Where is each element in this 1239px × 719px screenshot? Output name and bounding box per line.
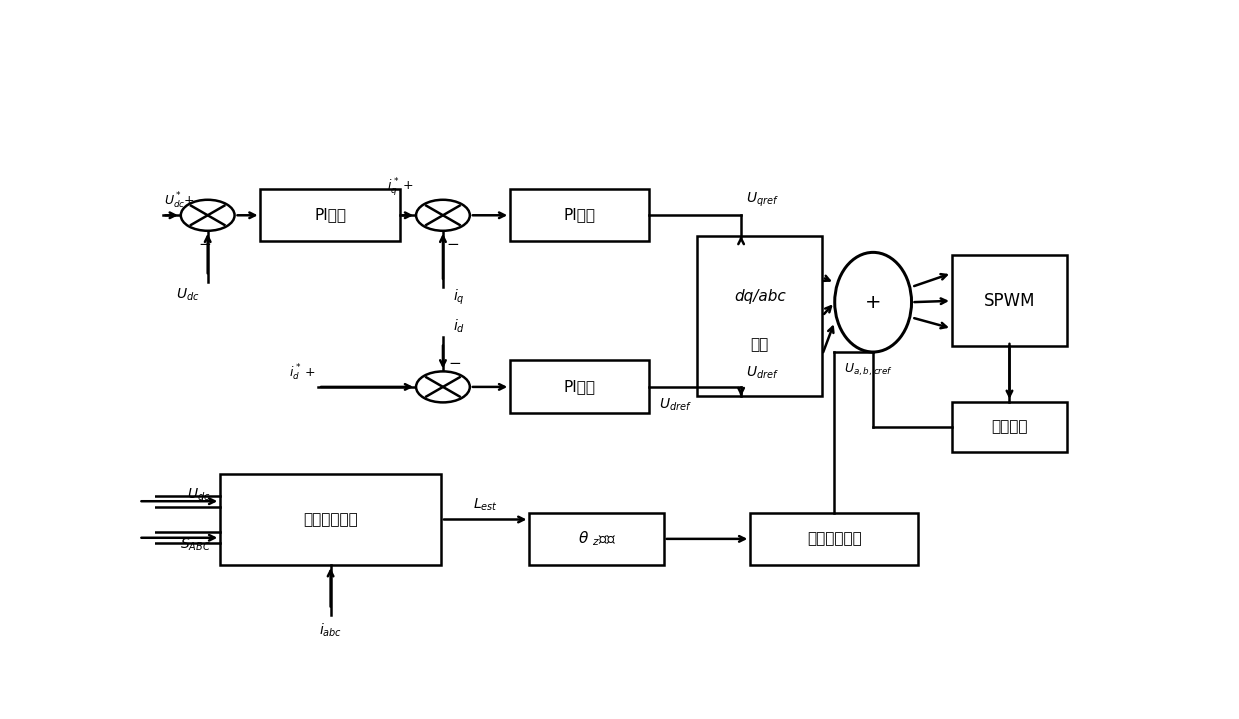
Text: SPWM: SPWM bbox=[984, 292, 1036, 310]
Text: 三相补偿电压: 三相补偿电压 bbox=[807, 531, 861, 546]
Text: $i_q^*+$: $i_q^*+$ bbox=[387, 176, 413, 198]
Bar bbox=[698, 236, 823, 396]
Text: $-$: $-$ bbox=[446, 234, 458, 249]
Bar bbox=[510, 188, 649, 242]
Text: $U_{qref}$: $U_{qref}$ bbox=[746, 191, 779, 209]
Text: $U_{a,b,cref}$: $U_{a,b,cref}$ bbox=[844, 362, 893, 378]
Bar bbox=[529, 513, 664, 565]
Text: $U_{dc}^*$+: $U_{dc}^*$+ bbox=[165, 191, 196, 211]
Text: 变换: 变换 bbox=[751, 337, 769, 352]
Bar bbox=[221, 474, 441, 565]
Text: $i_{abc}$: $i_{abc}$ bbox=[318, 622, 342, 639]
Circle shape bbox=[416, 200, 470, 231]
Text: $S_{ABC}$: $S_{ABC}$ bbox=[180, 536, 211, 553]
Text: PI调节: PI调节 bbox=[564, 208, 596, 222]
Text: $U_{dc}$: $U_{dc}$ bbox=[187, 486, 211, 503]
Text: $-$: $-$ bbox=[198, 234, 212, 249]
Text: 开关信号: 开关信号 bbox=[991, 419, 1027, 434]
Text: $U_{dref}$: $U_{dref}$ bbox=[746, 365, 779, 381]
Text: $U_{dc}$: $U_{dc}$ bbox=[176, 286, 199, 303]
Bar bbox=[952, 255, 1067, 347]
Text: $i_d$: $i_d$ bbox=[452, 318, 465, 335]
Text: $i_q$: $i_q$ bbox=[452, 288, 465, 306]
Circle shape bbox=[416, 372, 470, 403]
Text: dq/abc: dq/abc bbox=[733, 289, 786, 304]
Bar bbox=[510, 360, 649, 413]
Bar bbox=[952, 402, 1067, 452]
Text: $\theta\ _z$计算: $\theta\ _z$计算 bbox=[577, 529, 616, 548]
Text: 电感在线辨识: 电感在线辨识 bbox=[304, 512, 358, 527]
Text: $-$: $-$ bbox=[447, 354, 461, 369]
Text: +: + bbox=[865, 293, 881, 312]
Text: $i_d^*+$: $i_d^*+$ bbox=[289, 363, 315, 383]
Text: PI调节: PI调节 bbox=[564, 379, 596, 394]
Circle shape bbox=[181, 200, 234, 231]
Bar bbox=[751, 513, 918, 565]
Bar bbox=[260, 188, 400, 242]
Text: PI调节: PI调节 bbox=[315, 208, 346, 222]
Ellipse shape bbox=[835, 252, 912, 352]
Text: $L_{est}$: $L_{est}$ bbox=[473, 496, 498, 513]
Text: $U_{dref}$: $U_{dref}$ bbox=[659, 397, 691, 413]
